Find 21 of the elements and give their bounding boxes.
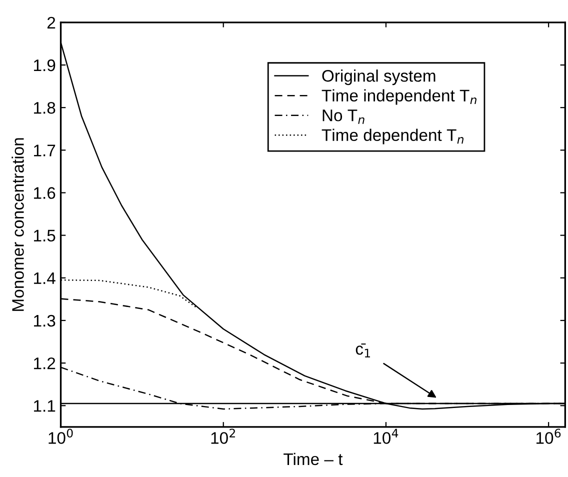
x-tick-label: 10$^{6}$ [536,428,561,444]
y-tick-label: 1.3 [34,314,56,327]
legend-label: Time dependent T$_{n}$ [322,128,464,144]
x-tick-label: 10$^{2}$ [211,428,235,444]
x-tick-label: 10$^{4}$ [374,428,398,444]
legend-label: Original system [322,70,436,86]
y-tick-label: 1.2 [34,357,56,370]
annotation: c̄$_{1}$ [356,344,370,358]
y-tick-label: 1.4 [34,272,56,284]
y-tick-label: 1.7 [34,144,56,156]
y-tick-label: 1.6 [34,187,56,199]
y-tick-label: 1.1 [34,400,56,412]
legend-label: Time independent T$_{n}$ [322,89,476,105]
y-tick-label: 1.9 [34,59,56,72]
y-tick-label: 1.8 [34,102,56,114]
x-axis-title: Time – t [284,452,343,466]
x-tick-label: 10$^{0}$ [48,428,73,444]
y-axis-title: Monomer concentration [12,138,24,311]
y-tick-label: 1.5 [34,230,56,242]
legend-label: No T$_{n}$ [322,110,364,124]
y-tick-label: 2 [47,16,56,28]
